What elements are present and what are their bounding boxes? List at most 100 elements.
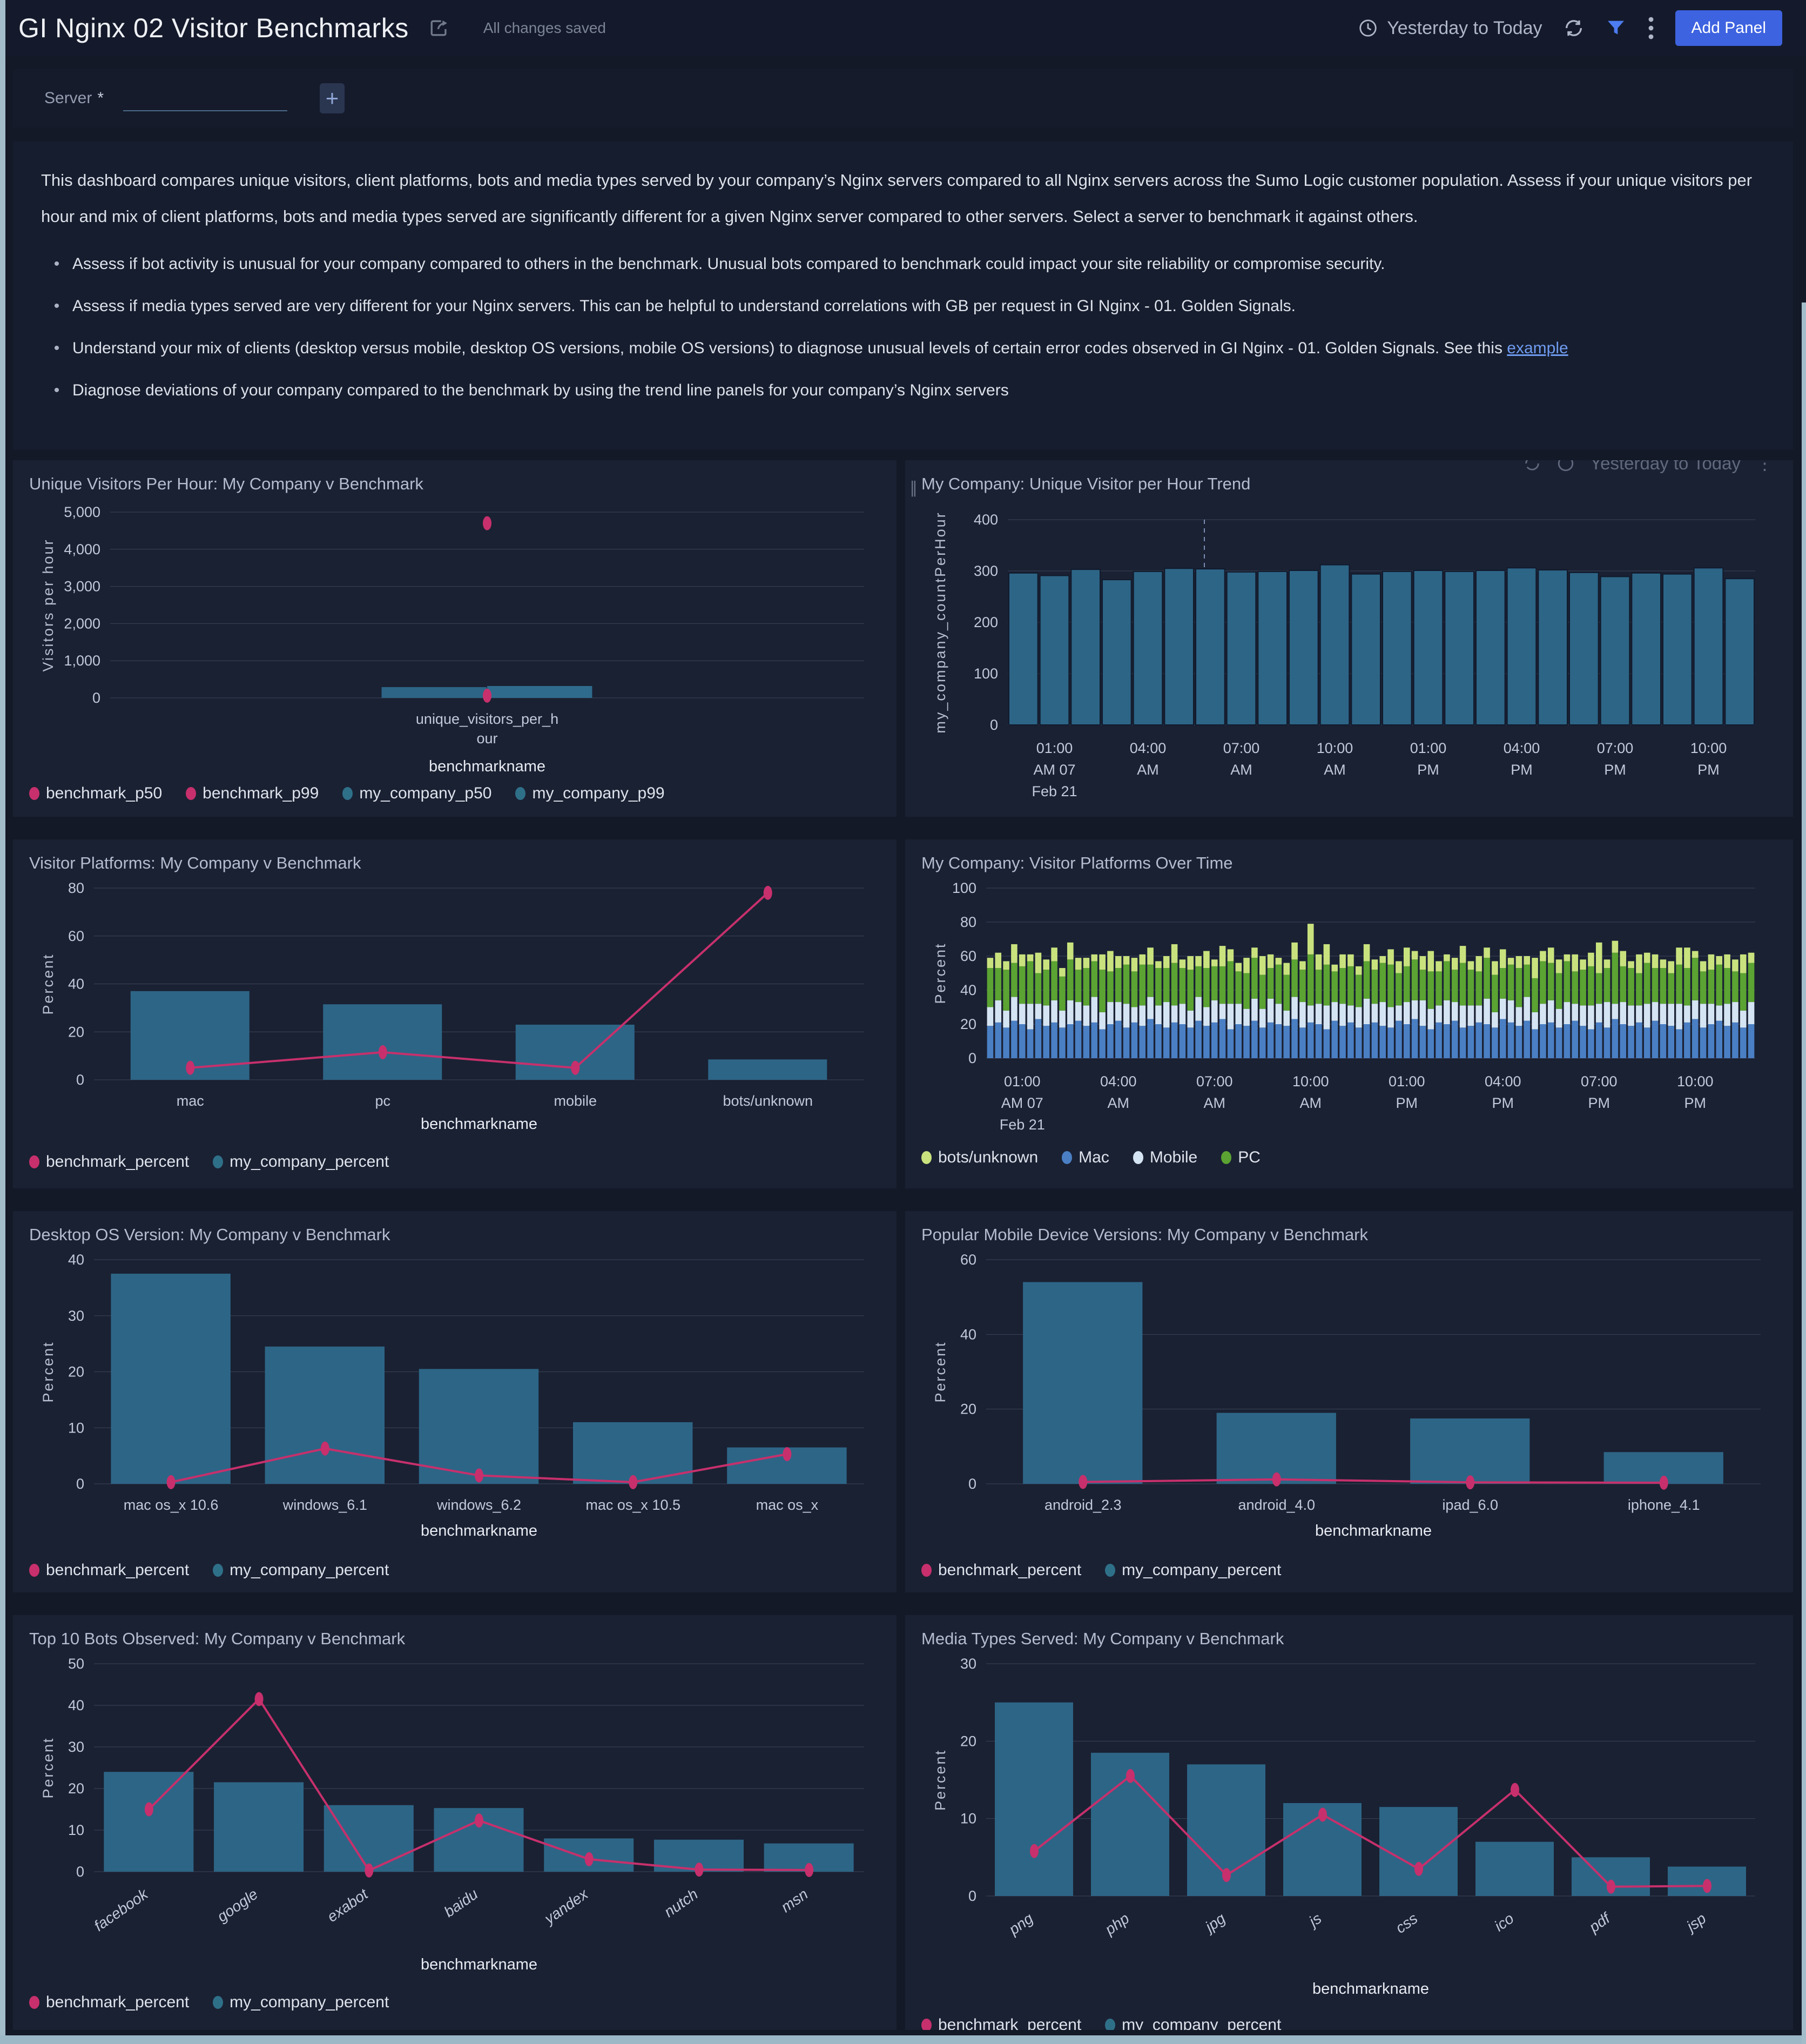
mobile-devices-chart[interactable]: 0 20 40 60 Percent android_2.3 android_4.0 ipad…: [921, 1249, 1777, 1543]
drag-handle-icon[interactable]: ∥: [909, 479, 918, 497]
svg-text:Feb 21: Feb 21: [1032, 783, 1077, 799]
media-types-chart[interactable]: 0 10 20 30 Percent png php jpg js css ico pdf jsp ben…: [921, 1653, 1777, 2001]
description-panel: This dashboard compares unique visitors,…: [13, 142, 1793, 449]
svg-text:PM: PM: [1396, 1095, 1418, 1111]
share-icon[interactable]: [427, 15, 451, 41]
svg-text:0: 0: [968, 1888, 976, 1904]
panel-top-bots-benchmark: Top 10 Bots Observed: My Company v Bench…: [13, 1615, 897, 2030]
bullet-item: • Understand your mix of clients (desktop…: [53, 339, 1568, 357]
example-link[interactable]: example: [1507, 339, 1568, 357]
svg-text:ico: ico: [1491, 1910, 1517, 1935]
svg-text:10:00: 10:00: [1690, 740, 1727, 756]
add-filter-button[interactable]: +: [320, 83, 345, 113]
legend-swatch: [186, 787, 197, 800]
svg-text:10:00: 10:00: [1677, 1073, 1714, 1090]
svg-text:Percent: Percent: [40, 1737, 56, 1798]
legend-item[interactable]: benchmark_p50: [29, 784, 162, 803]
chart-legend: benchmark_percent my_company_percent: [29, 1993, 389, 2012]
svg-text:exabot: exabot: [324, 1885, 372, 1925]
chart-legend: benchmark_percent my_company_percent: [29, 1561, 389, 1579]
panel-title: My Company: Unique Visitor per Hour Tren…: [921, 474, 1251, 493]
legend-swatch: [213, 1155, 224, 1168]
page-title: GI Nginx 02 Visitor Benchmarks: [18, 13, 409, 43]
legend-item[interactable]: bots/unknown: [921, 1148, 1038, 1167]
add-panel-button[interactable]: Add Panel: [1675, 10, 1782, 46]
svg-text:Visitors per hour: Visitors per hour: [40, 538, 56, 671]
panel-media-types-benchmark: Media Types Served: My Company v Benchma…: [905, 1615, 1793, 2030]
kebab-menu-button[interactable]: [1647, 16, 1655, 40]
legend-swatch: [921, 1151, 932, 1164]
bullet-item: • Assess if media types served are very d…: [53, 297, 1296, 315]
svg-text:20: 20: [960, 1733, 976, 1749]
chart-legend: bots/unknown Mac Mobile PC: [921, 1148, 1261, 1167]
svg-text:01:00: 01:00: [1036, 740, 1073, 756]
legend-item[interactable]: Mac: [1062, 1148, 1109, 1167]
legend-item[interactable]: benchmark_percent: [921, 2016, 1081, 2030]
svg-text:0: 0: [968, 1476, 976, 1492]
clock-icon: [1558, 460, 1574, 471]
horizontal-scrollbar[interactable]: [0, 2035, 1806, 2044]
legend-item[interactable]: benchmark_percent: [29, 1993, 189, 2012]
legend-item[interactable]: my_company_percent: [213, 1993, 389, 2012]
svg-text:AM: AM: [1230, 762, 1252, 778]
chart-legend: benchmark_percent my_company_percent: [921, 2016, 1281, 2030]
visitor-trend-chart[interactable]: 0 100 200 300 400 my_company_countPerHour 01:0…: [921, 503, 1777, 806]
legend-label: my_company_percent: [1122, 1561, 1282, 1579]
svg-text:png: png: [1006, 1909, 1036, 1938]
svg-text:5,000: 5,000: [64, 504, 100, 520]
svg-text:04:00: 04:00: [1100, 1073, 1137, 1090]
unique-visitors-chart[interactable]: 0 1,000 2,000 3,000 4,000 5,000 Visitors per h…: [29, 498, 880, 779]
legend-item[interactable]: my_company_percent: [1105, 2016, 1281, 2030]
svg-text:benchmarkname: benchmarkname: [421, 1522, 537, 1539]
legend-item[interactable]: Mobile: [1133, 1148, 1197, 1167]
svg-text:30: 30: [68, 1308, 84, 1324]
svg-text:php: php: [1102, 1910, 1133, 1939]
svg-text:Percent: Percent: [40, 1341, 56, 1402]
svg-text:AM 07: AM 07: [1001, 1095, 1043, 1111]
legend-item[interactable]: benchmark_percent: [921, 1561, 1081, 1579]
svg-text:20: 20: [960, 1016, 976, 1032]
legend-item[interactable]: my_company_p99: [515, 784, 665, 803]
panel-mobile-devices-benchmark: Popular Mobile Device Versions: My Compa…: [905, 1211, 1793, 1592]
svg-text:01:00: 01:00: [1389, 1073, 1425, 1090]
legend-swatch: [1221, 1151, 1232, 1164]
time-range-button[interactable]: Yesterday to Today: [1358, 18, 1542, 39]
legend-item[interactable]: my_company_p50: [342, 784, 491, 803]
legend-item[interactable]: PC: [1221, 1148, 1261, 1167]
desktop-os-chart[interactable]: 0 10 20 30 40 Percent mac os_x 10.6 windows_6.1…: [29, 1249, 880, 1543]
visitor-platforms-chart[interactable]: 0 20 40 60 80 Percent mac pc mobile bots/unknown b…: [29, 877, 880, 1137]
svg-text:04:00: 04:00: [1130, 740, 1167, 756]
platforms-over-time-chart[interactable]: 0 20 40 60 80 100 Percent 01:00 AM 07 Feb 21 04:00…: [921, 877, 1777, 1134]
legend-item[interactable]: my_company_percent: [1105, 1561, 1281, 1579]
legend-item[interactable]: benchmark_p99: [186, 784, 319, 803]
filter-button[interactable]: [1605, 17, 1627, 39]
legend-item[interactable]: my_company_percent: [213, 1153, 389, 1171]
panel-unique-visitors-benchmark: Unique Visitors Per Hour: My Company v B…: [13, 460, 897, 817]
svg-text:20: 20: [68, 1780, 84, 1797]
refresh-button[interactable]: [1563, 17, 1585, 39]
svg-text:jsp: jsp: [1682, 1910, 1709, 1936]
svg-text:Percent: Percent: [932, 942, 948, 1004]
svg-text:benchmarkname: benchmarkname: [1315, 1522, 1432, 1539]
svg-text:20: 20: [68, 1024, 84, 1040]
refresh-icon: [1525, 460, 1539, 470]
legend-label: my_company_percent: [230, 1993, 389, 2011]
legend-item[interactable]: my_company_percent: [213, 1561, 389, 1579]
save-status: All changes saved: [483, 19, 606, 36]
svg-text:Percent: Percent: [40, 953, 56, 1014]
legend-label: benchmark_percent: [938, 1561, 1082, 1579]
kebab-icon: [1648, 17, 1653, 39]
legend-swatch: [342, 787, 353, 800]
panel-title: Media Types Served: My Company v Benchma…: [921, 1629, 1284, 1648]
legend-item[interactable]: benchmark_percent: [29, 1153, 189, 1171]
legend-item[interactable]: benchmark_percent: [29, 1561, 189, 1579]
description-paragraph: This dashboard compares unique visitors,…: [41, 171, 1753, 226]
server-filter-input[interactable]: [123, 85, 288, 111]
chart-legend: benchmark_p50 benchmark_p99 my_company_p50…: [29, 784, 665, 803]
top-bots-chart[interactable]: 0 10 20 30 40 50 Percent facebook google exabot ba…: [29, 1653, 880, 1977]
svg-text:msn: msn: [778, 1886, 811, 1916]
svg-text:200: 200: [974, 614, 998, 630]
panel-time-range-overlay[interactable]: Yesterday to Today ⋮: [1523, 460, 1774, 474]
vertical-scrollbar[interactable]: [1802, 302, 1806, 2044]
svg-text:AM: AM: [1108, 1095, 1130, 1111]
